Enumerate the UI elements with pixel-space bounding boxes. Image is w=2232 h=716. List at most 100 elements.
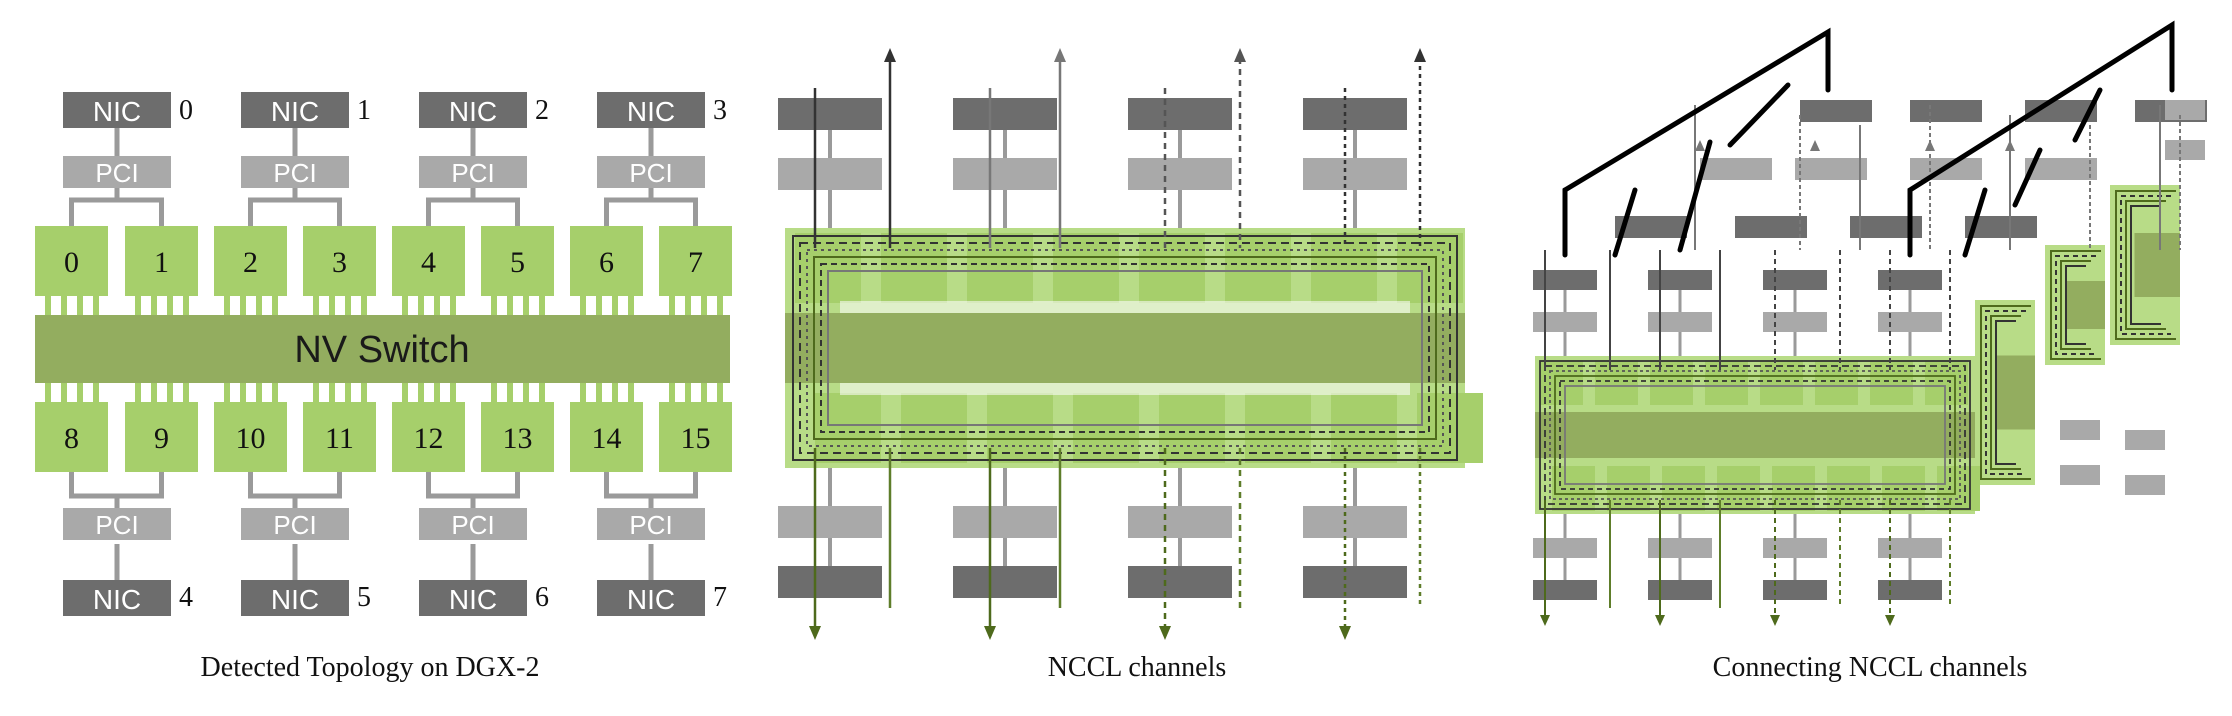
pci-label: PCI bbox=[95, 510, 138, 540]
nvlink-pin bbox=[61, 296, 67, 315]
channel-ring-line bbox=[792, 235, 1458, 461]
gpu-box bbox=[1331, 393, 1397, 463]
gpu-box bbox=[303, 226, 376, 296]
nvlink-pin bbox=[224, 296, 230, 315]
gpu-box bbox=[659, 226, 732, 296]
nvlink-pin bbox=[450, 383, 456, 402]
gpu-label: 0 bbox=[64, 246, 79, 279]
nic-label: NIC bbox=[271, 584, 319, 615]
gpu-box bbox=[35, 402, 108, 472]
nvlink-pin bbox=[345, 296, 351, 315]
stacked-io-box bbox=[2060, 465, 2100, 485]
nvswitch-label: NV Switch bbox=[294, 329, 469, 371]
pci-label: PCI bbox=[95, 158, 138, 188]
gpu-box bbox=[392, 402, 465, 472]
up-arrowhead bbox=[884, 48, 896, 62]
pci-box bbox=[778, 506, 882, 538]
pci-box bbox=[1303, 158, 1407, 190]
nic-box bbox=[241, 580, 349, 616]
gpu-row-top: 0 1 2 3 4 5 6 7 bbox=[35, 226, 732, 296]
nvlink-pin bbox=[272, 296, 278, 315]
down-arrowhead bbox=[1655, 615, 1665, 626]
gpu-box bbox=[1225, 233, 1291, 303]
down-arrowhead bbox=[809, 626, 821, 640]
nic-label: NIC bbox=[627, 584, 675, 615]
nic-box bbox=[778, 98, 882, 130]
pci-gpu-link bbox=[69, 472, 164, 508]
pci-gpu-link bbox=[69, 188, 164, 226]
gpu-label: 2 bbox=[243, 246, 258, 279]
down-arrowhead bbox=[984, 626, 996, 640]
pci-box bbox=[1533, 312, 1597, 332]
gpu-box bbox=[1650, 360, 1693, 405]
nic-box bbox=[1878, 580, 1942, 600]
nccl-channels-panel: NCCL channels bbox=[778, 48, 1483, 683]
back-channel-switch bbox=[2066, 281, 2105, 329]
nic-index: 0 bbox=[179, 95, 193, 126]
nvlink-pin bbox=[224, 383, 230, 402]
nic-box bbox=[778, 566, 882, 598]
stacked-io-box bbox=[1910, 100, 1982, 122]
nvlink-pin bbox=[135, 383, 141, 402]
nvlink-pin bbox=[539, 296, 545, 315]
switch-gap bbox=[840, 301, 1410, 313]
nvlink-pin bbox=[345, 383, 351, 402]
back-channel-ring bbox=[2065, 265, 2086, 345]
pci-gpu-link bbox=[604, 188, 698, 226]
nvlink-pin bbox=[523, 296, 529, 315]
down-arrowhead bbox=[1770, 615, 1780, 626]
stacked-io-box bbox=[2125, 475, 2165, 495]
nic-label: NIC bbox=[93, 584, 141, 615]
nvlink-pin bbox=[135, 296, 141, 315]
nic-box bbox=[1648, 580, 1712, 600]
nvlink-pin bbox=[183, 296, 189, 315]
up-arrowhead bbox=[1695, 140, 1705, 151]
up-arrowhead bbox=[1810, 140, 1820, 151]
gpu-box bbox=[303, 402, 376, 472]
nvlink-pin bbox=[612, 383, 618, 402]
gpu-label: 12 bbox=[414, 422, 444, 455]
nvlink-pin bbox=[256, 296, 262, 315]
switch-gap bbox=[840, 383, 1410, 395]
nic-label: NIC bbox=[449, 96, 497, 127]
nvlink-pin bbox=[685, 296, 691, 315]
nic-box bbox=[1303, 98, 1407, 130]
gpu-box bbox=[967, 233, 1033, 303]
stacked-io-box bbox=[1795, 158, 1867, 180]
channel-ring-line bbox=[820, 263, 1430, 433]
stacked-io-box bbox=[1850, 216, 1922, 238]
up-arrowhead bbox=[1414, 48, 1426, 62]
front-channel-block bbox=[1533, 250, 1980, 626]
nic-index: 7 bbox=[713, 582, 727, 613]
pci-gpu-link bbox=[248, 472, 342, 508]
gpu-label: 7 bbox=[688, 246, 703, 279]
gpu-box bbox=[1139, 233, 1205, 303]
gpu-label: 9 bbox=[154, 422, 169, 455]
nvlink-pin bbox=[183, 383, 189, 402]
gpu-label: 8 bbox=[64, 422, 79, 455]
gpu-box bbox=[987, 393, 1053, 463]
stacked-io-box bbox=[2060, 420, 2100, 440]
pci-box bbox=[1128, 506, 1232, 538]
topology-connectors bbox=[69, 112, 698, 600]
gpu-box bbox=[1311, 233, 1377, 303]
nvlink-pin bbox=[402, 383, 408, 402]
pci-box bbox=[1533, 538, 1597, 558]
stacked-io-box bbox=[2165, 140, 2205, 160]
gpu-label: 13 bbox=[503, 422, 533, 455]
channel-ring-line bbox=[1544, 365, 1966, 505]
nic-box bbox=[1763, 580, 1827, 600]
channel-ring-line bbox=[1539, 360, 1971, 510]
gpu-box bbox=[125, 226, 198, 296]
pci-box bbox=[1128, 158, 1232, 190]
nic-box bbox=[953, 566, 1057, 598]
nvlink-pin bbox=[580, 296, 586, 315]
gpu-box bbox=[481, 226, 554, 296]
gpu-box bbox=[1705, 360, 1748, 405]
nvswitch-bar bbox=[35, 315, 730, 383]
back-channel-ring bbox=[2130, 205, 2161, 325]
back-channel-ring bbox=[2120, 195, 2171, 335]
nvlink-pin bbox=[313, 296, 319, 315]
stacked-io-box bbox=[2125, 430, 2165, 450]
